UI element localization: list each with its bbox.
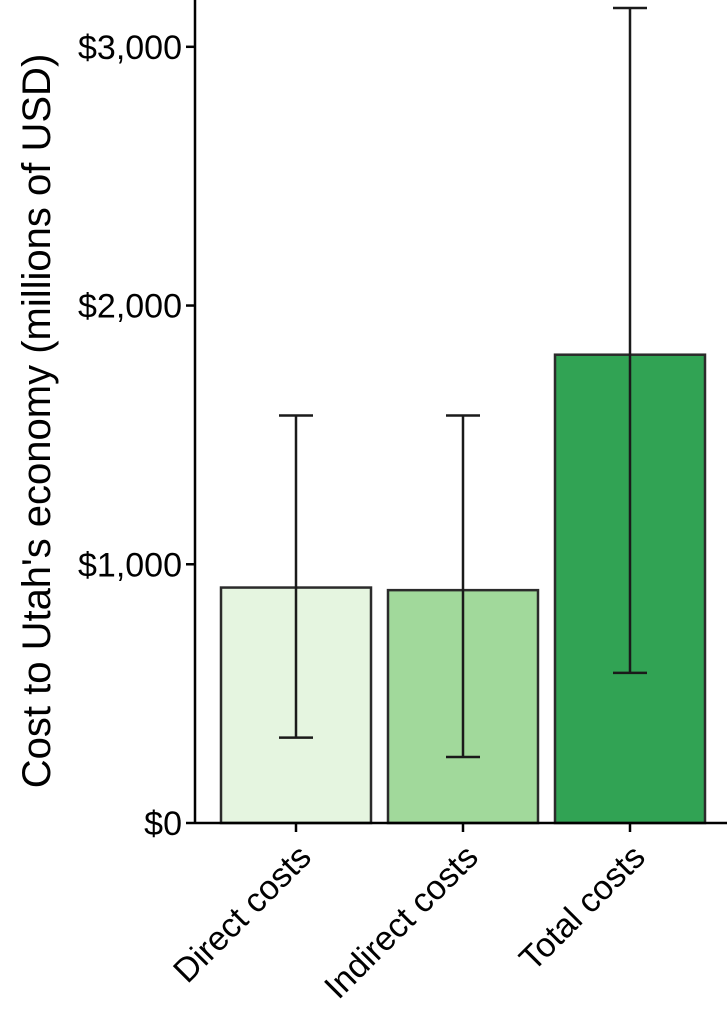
- x-category-label-1: Indirect costs: [317, 838, 486, 1007]
- y-ticks-layer: $0 $1,000 $2,000 $3,000: [78, 29, 195, 843]
- axes-layer: [193, 0, 727, 825]
- y-axis-title: Cost to Utah's economy (millions of USD): [15, 54, 59, 789]
- y-tick-label-1: $1,000: [78, 546, 182, 584]
- error-bars-layer: [279, 6, 647, 759]
- y-tick-label-2: $2,000: [78, 288, 182, 326]
- x-category-label-0: Direct costs: [166, 838, 318, 990]
- y-tick-label-0: $0: [144, 805, 182, 843]
- x-category-label-2: Total costs: [512, 838, 652, 978]
- y-axis-title-group: Cost to Utah's economy (millions of USD): [15, 54, 59, 789]
- y-tick-label-3: $3,000: [78, 29, 182, 67]
